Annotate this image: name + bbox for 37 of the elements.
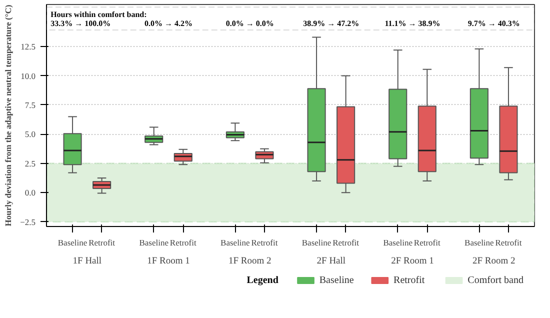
text: Baseline xyxy=(383,238,413,248)
text: Baseline xyxy=(220,238,250,248)
text: Retrofit xyxy=(332,238,360,248)
legend-label: Comfort band xyxy=(468,275,524,286)
text: Retrofit xyxy=(251,238,278,248)
x-tick-label: 2F Hall xyxy=(316,256,346,266)
y-tick-label: 12.5 xyxy=(20,42,36,52)
legend-title: Legend xyxy=(246,275,279,286)
y-axis-title: Hourly deviation from the adaptive neutral temperature (°C) xyxy=(3,4,14,226)
text: Retrofit xyxy=(414,238,440,248)
annotation: 11.1% → 38.9% xyxy=(384,18,440,28)
y-tick-label: 5.0 xyxy=(24,129,36,140)
annotation: Hours within comfort band: xyxy=(50,10,147,20)
text: Retrofit xyxy=(88,238,116,248)
text: Retrofit xyxy=(495,238,522,248)
annotation: 0.0% → 0.0% xyxy=(226,18,274,28)
x-tick-label: 2F Room 1 xyxy=(391,256,434,266)
y-tick-label: −2.5 xyxy=(20,216,36,227)
y-tick-label: 0.0 xyxy=(24,188,36,198)
y-tick-label: 2.5 xyxy=(24,158,36,168)
y-tick-label: 7.5 xyxy=(24,100,36,110)
annotation: 0.0% → 4.2% xyxy=(144,18,192,28)
text: Baseline xyxy=(58,238,88,248)
text: Baseline xyxy=(464,238,494,248)
legend-label: Retrofit xyxy=(394,275,425,286)
x-tick-label: 1F Room 1 xyxy=(147,256,190,266)
annotation: 33.3% → 100.0% xyxy=(50,18,111,28)
annotation: 9.7% → 40.3% xyxy=(468,18,520,28)
x-tick-label: 1F Hall xyxy=(72,256,102,266)
text: Baseline xyxy=(302,238,332,248)
x-tick-label: 2F Room 2 xyxy=(472,256,516,266)
x-tick-label: 1F Room 2 xyxy=(228,256,272,266)
legend-label: Baseline xyxy=(319,275,354,286)
text: Baseline xyxy=(139,238,169,248)
annotation: 38.9% → 47.2% xyxy=(303,18,360,28)
y-tick-label: 10.0 xyxy=(20,70,36,81)
text: Retrofit xyxy=(170,238,196,248)
